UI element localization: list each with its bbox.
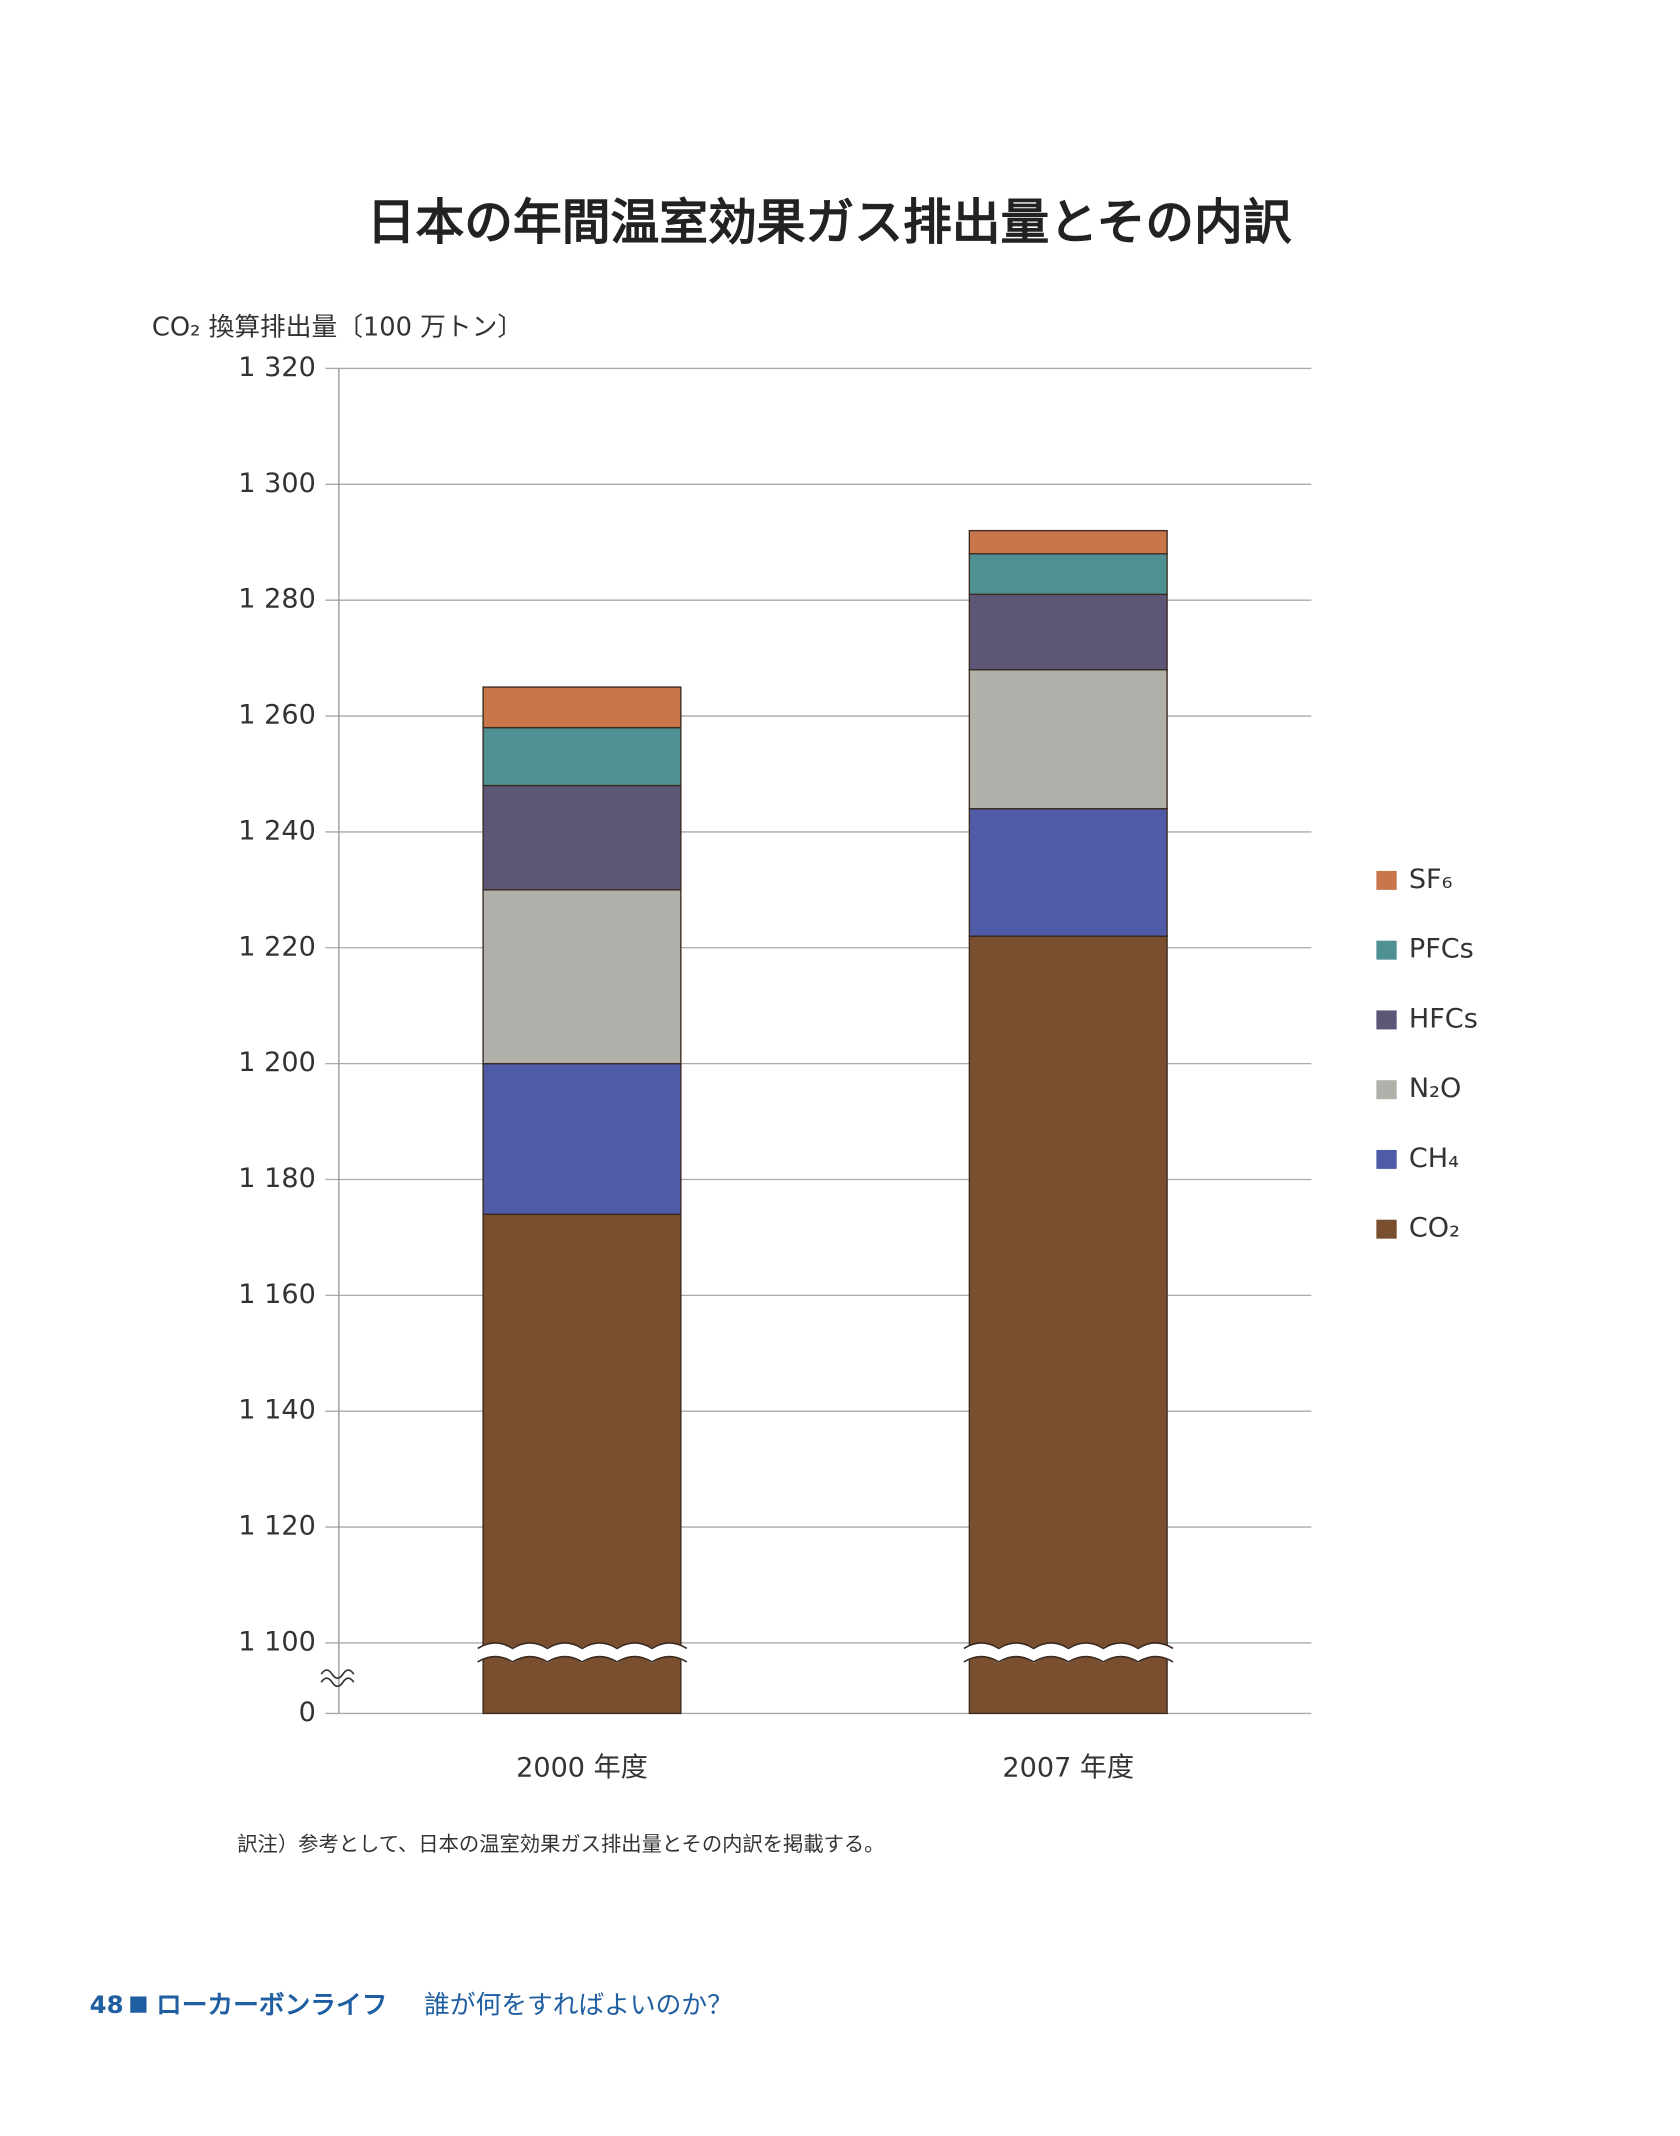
footnote: 訳注）参考として、日本の温室効果ガス排出量とその内訳を掲載する。 bbox=[237, 1832, 884, 1856]
legend-swatch bbox=[1376, 1010, 1397, 1030]
legend-swatch bbox=[1376, 1080, 1397, 1100]
bar-break bbox=[960, 1642, 1177, 1664]
bar-break-edge bbox=[477, 1655, 688, 1663]
y-tick-label: 1 300 bbox=[238, 468, 316, 499]
bar-break bbox=[474, 1642, 691, 1664]
axis-break bbox=[320, 1669, 355, 1688]
bar-break-edge bbox=[963, 1655, 1174, 1663]
bar-segment bbox=[968, 553, 1168, 596]
legend-swatch bbox=[1376, 1149, 1397, 1169]
y-tick-label: 1 100 bbox=[238, 1626, 316, 1657]
y-tick-label: 1 260 bbox=[238, 700, 316, 731]
bar-segment bbox=[968, 808, 1168, 937]
legend-swatch bbox=[1376, 940, 1397, 960]
y-tick-label: 1 320 bbox=[238, 352, 316, 383]
y-tick-label: 1 280 bbox=[238, 584, 316, 615]
bar-segment bbox=[968, 935, 1168, 1715]
bar-break-edge bbox=[477, 1642, 688, 1650]
bar-segment bbox=[482, 784, 682, 891]
bar-segment bbox=[968, 593, 1168, 671]
y-tick-label: 1 220 bbox=[238, 931, 316, 962]
legend-label: CO₂ bbox=[1409, 1213, 1460, 1244]
y-tick-label: 1 200 bbox=[238, 1047, 316, 1078]
bar-segment bbox=[968, 529, 1168, 555]
bar-segment bbox=[482, 889, 682, 1065]
legend-label: SF₆ bbox=[1409, 864, 1453, 895]
y-axis-label: CO₂ 換算排出量〔100 万トン〕 bbox=[152, 312, 523, 342]
bar-break-edge bbox=[963, 1642, 1174, 1650]
y-tick-label: 1 240 bbox=[238, 815, 316, 846]
bar-segment bbox=[482, 686, 682, 729]
book-title: ローカーボンライフ bbox=[156, 1990, 387, 2020]
y-tick-label: 0 bbox=[299, 1697, 316, 1728]
footer-marker bbox=[130, 1996, 147, 2013]
page-number: 48 bbox=[90, 1990, 124, 2019]
legend-swatch bbox=[1376, 1219, 1397, 1239]
legend-swatch bbox=[1376, 870, 1397, 890]
bar-segment bbox=[482, 1213, 682, 1715]
legend-label: CH₄ bbox=[1409, 1143, 1459, 1174]
bar-segment bbox=[482, 1062, 682, 1215]
bar-segment bbox=[968, 668, 1168, 810]
legend-label: N₂O bbox=[1409, 1073, 1461, 1104]
legend-label: PFCs bbox=[1409, 934, 1474, 965]
y-tick-label: 1 160 bbox=[238, 1279, 316, 1310]
legend-label: HFCs bbox=[1409, 1003, 1478, 1034]
chart-title: 日本の年間温室効果ガス排出量とその内訳 bbox=[367, 195, 1292, 251]
y-tick-label: 1 120 bbox=[238, 1511, 316, 1542]
bar-segment bbox=[482, 726, 682, 787]
y-tick-label: 1 180 bbox=[238, 1163, 316, 1194]
book-subtitle: 誰が何をすればよいのか？ bbox=[424, 1990, 733, 2020]
x-tick-label: 2007 年度 bbox=[1002, 1752, 1134, 1783]
x-tick-label: 2000 年度 bbox=[516, 1752, 648, 1783]
y-tick-label: 1 140 bbox=[238, 1395, 316, 1426]
